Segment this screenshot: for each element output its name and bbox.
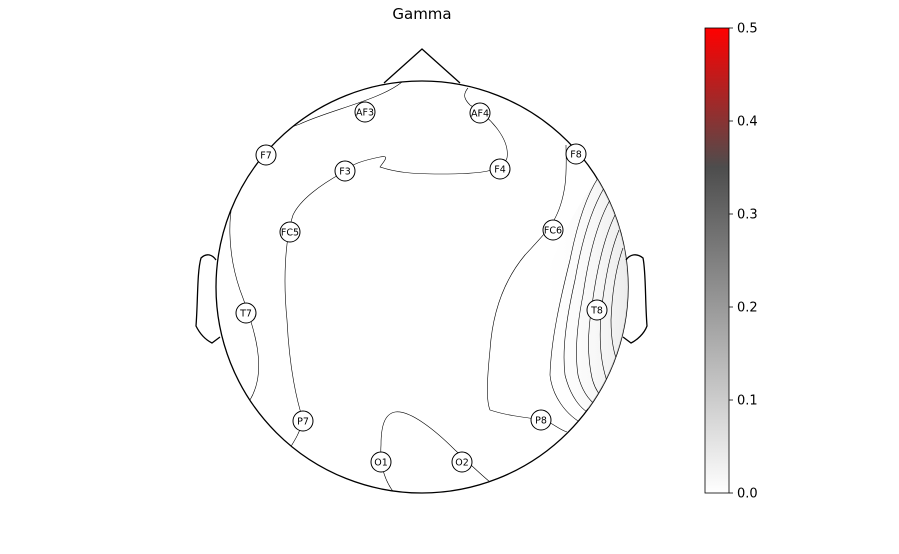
electrode-t7-marker [235,302,257,324]
electrode-p7-marker [292,410,314,432]
electrode-fc6-marker [542,219,564,241]
right-ear [622,254,648,344]
electrode-af4-marker [469,102,491,124]
electrode-p7-label: P7 [297,417,309,428]
electrode-fc5-label: FC5 [281,228,299,239]
colorbar-tick-label: 0.0 [737,487,758,502]
colorbar-tick-label: 0.1 [737,394,758,409]
electrode-f4-label: F4 [494,165,506,176]
electrode-p8-marker [530,409,552,431]
electrode-f7-label: F7 [260,151,272,162]
electrode-af4-label: AF4 [471,109,489,120]
colorbar-tick-label: 0.2 [737,301,758,316]
nose-outline [383,48,461,84]
electrode-o1-label: O1 [374,458,388,469]
electrode-af3-label: AF3 [356,108,374,119]
electrode-p8-label: P8 [535,416,547,427]
electrode-o2-marker [451,451,473,473]
electrode-af3-marker [354,101,376,123]
colorbar-tick-label: 0.3 [737,208,758,223]
electrode-fc5-marker [279,221,301,243]
electrode-o2-label: O2 [455,458,469,469]
left-ear [195,254,221,344]
colorbar-tick-label: 0.4 [737,115,758,130]
electrode-markers: AF3 AF4 F7 F3 F4 F8 FC5 FC6 T7 T8 P7 P8 O1 O2 [235,101,608,473]
colorbar [704,27,730,494]
colorbar-ticks: 0.0 0.1 0.2 0.3 0.4 0.5 [729,22,758,502]
electrode-t7-label: T7 [239,309,252,320]
electrode-f7-marker [255,144,277,166]
electrode-f4-marker [489,158,511,180]
chart-title: Gamma [392,5,451,23]
electrode-t8-marker [586,299,608,321]
electrode-f3-marker [334,160,356,182]
electrode-t8-label: T8 [590,306,603,317]
electrode-fc6-label: FC6 [544,226,562,237]
colorbar-tick-label: 0.5 [737,22,758,37]
electrode-f3-label: F3 [339,167,351,178]
electrode-f8-label: F8 [570,150,582,161]
electrode-f8-marker [565,143,587,165]
electrode-o1-marker [370,451,392,473]
